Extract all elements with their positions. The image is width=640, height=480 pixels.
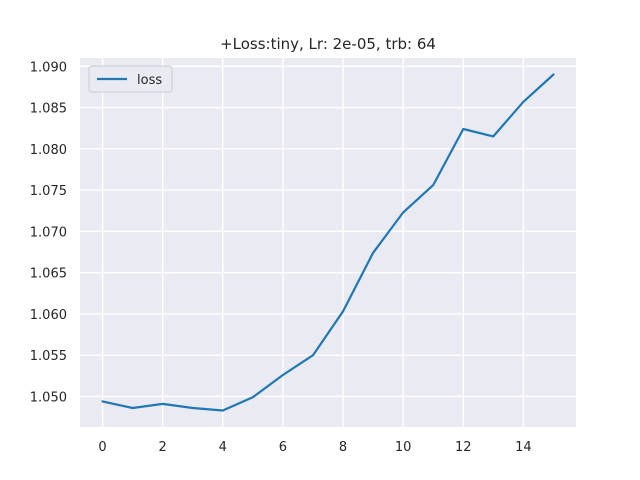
x-tick-label: 10 [395,440,412,455]
y-tick-label: 1.050 [30,390,67,405]
x-tick-label: 4 [219,440,227,455]
x-tick-label: 12 [455,440,472,455]
x-tick-label: 0 [98,440,106,455]
legend-label: loss [137,73,162,88]
plot-area [80,58,576,427]
legend: loss [88,65,173,93]
y-tick-label: 1.090 [30,60,67,75]
chart-title: +Loss:tiny, Lr: 2e-05, trb: 64 [220,35,436,53]
y-tick-label: 1.085 [30,102,67,117]
x-axis: 0 2 4 6 8 10 12 14 [98,440,531,455]
y-tick-label: 1.060 [30,308,67,323]
y-tick-label: 1.080 [30,143,67,158]
legend-box [88,65,173,93]
series-group [101,73,555,412]
x-tick-label: 14 [515,440,532,455]
x-tick-label: 8 [339,440,347,455]
y-axis: 1.050 1.055 1.060 1.065 1.070 1.075 1.080 1.085… [30,60,67,405]
x-tick-label: 2 [159,440,167,455]
y-tick-label: 1.075 [30,184,67,199]
y-tick-label: 1.070 [30,225,67,240]
x-tick-label: 6 [279,440,287,455]
grid-lines [80,58,576,427]
series-line-loss [101,73,555,412]
y-tick-label: 1.055 [30,349,67,364]
y-tick-label: 1.065 [30,267,67,282]
